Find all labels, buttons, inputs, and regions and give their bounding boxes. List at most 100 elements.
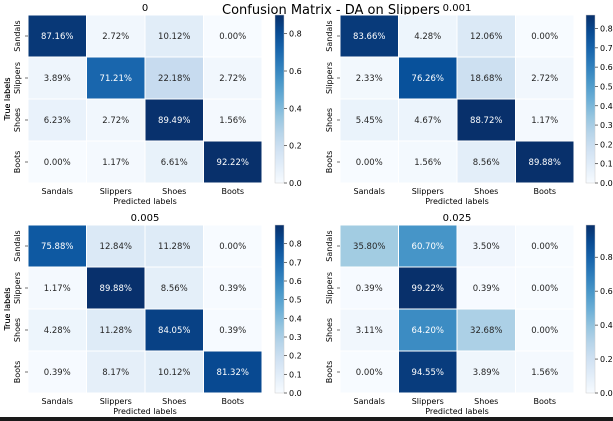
heatmap-cell [144,350,204,394]
cell-label: 0.00% [356,368,383,378]
y-tick-label: Sandals [13,230,22,261]
heatmap-cell [144,266,204,310]
y-tick-label: Sandals [13,20,22,51]
heatmap-cell [339,98,399,142]
cell-label: 2.72% [102,32,129,42]
cell-label: 4.28% [44,326,71,336]
y-tick-label: Boots [13,151,22,174]
cell-label: 0.39% [44,368,71,378]
x-tick-label: Slippers [412,397,444,406]
y-axis-label: True labels [3,77,12,121]
cell-label: 81.32% [217,368,249,378]
heatmap-cell [203,56,263,100]
colorbar-tick-label: 0.0 [289,389,302,398]
cell-label: 1.17% [102,158,129,168]
heatmap-cell [86,56,146,100]
heatmap-cell [339,140,399,184]
cell-label: 76.26% [412,74,444,84]
colorbar-tick-label: 0.6 [600,63,613,72]
cell-label: 89.88% [529,158,561,168]
heatmap-panel-0: 0 87.16% 2.72% 10.12% 0.00% 3.89% 71.21% 22.18%… [3,3,302,206]
y-tick-label: Boots [325,151,334,174]
cell-label: 18.68% [470,74,502,84]
colorbar-tick-label: 0.1 [289,370,302,379]
heatmap-cell [27,98,87,142]
y-axis-label: True labels [3,287,12,331]
heatmap-cell [203,14,263,58]
cell-label: 99.22% [412,284,444,294]
cell-label: 11.28% [100,326,132,336]
colorbar-tick-label: 0.2 [289,352,302,361]
panel-title: 0.001 [443,3,472,14]
colorbar-tick-label: 0.8 [600,253,613,262]
colorbar-tick-label: 0.7 [600,44,613,53]
cell-label: 0.39% [219,284,246,294]
cell-label: 6.23% [44,116,71,126]
heatmap-cell [144,224,204,268]
heatmap-cell [203,98,263,142]
x-tick-label: Sandals [354,397,385,406]
cell-label: 22.18% [158,74,190,84]
x-tick-label: Boots [221,187,244,196]
panel-title: 0 [142,3,148,14]
y-tick-label: Sandals [325,20,334,51]
heatmap-cell [144,308,204,352]
x-tick-label: Shoes [474,397,498,406]
cell-label: 32.68% [470,326,502,336]
heatmap-cell [456,350,516,394]
x-axis-label: Predicted labels [113,407,177,416]
cell-label: 0.00% [219,32,246,42]
y-tick-label: Slippers [13,272,22,304]
heatmap-cell [27,56,87,100]
cell-label: 64.20% [412,326,444,336]
y-tick-label: Shoes [13,318,22,342]
colorbar-tick-label: 0.0 [289,179,302,188]
y-tick-label: Boots [325,361,334,384]
heatmap-cell [398,98,458,142]
cell-label: 0.00% [531,284,558,294]
heatmap-cell [144,98,204,142]
heatmap-cell [27,224,87,268]
cell-label: 12.84% [100,242,132,252]
colorbar [274,14,285,184]
cell-label: 11.28% [158,242,190,252]
cell-label: 2.72% [219,74,246,84]
heatmap-cell [86,350,146,394]
panel-title: 0.005 [131,213,160,224]
colorbar-tick-label: 0.8 [289,240,302,249]
cell-label: 8.56% [473,158,500,168]
cell-label: 89.88% [100,284,132,294]
x-tick-label: Slippers [100,397,132,406]
heatmap-cell [456,56,516,100]
cell-label: 75.88% [41,242,73,252]
x-tick-label: Boots [221,397,244,406]
cell-label: 1.56% [414,158,441,168]
cell-label: 0.00% [356,158,383,168]
x-axis-label: Predicted labels [425,407,489,416]
cell-label: 35.80% [353,242,385,252]
cell-label: 2.72% [531,74,558,84]
y-tick-label: Sandals [325,230,334,261]
y-tick-label: Shoes [325,318,334,342]
heatmap-cell [144,56,204,100]
x-tick-label: Sandals [42,187,73,196]
colorbar-tick-label: 0.4 [600,102,613,111]
heatmap-cell [398,224,458,268]
heatmap-cell [515,140,575,184]
cell-label: 0.39% [356,284,383,294]
colorbar [585,14,596,184]
cell-label: 0.00% [531,326,558,336]
heatmap-panel-0.005: 0.005 75.88% 12.84% 11.28% 0.00% 1.17% 89.88% 8… [3,213,302,416]
colorbar-tick-label: 0.1 [600,160,613,169]
cell-label: 10.12% [158,32,190,42]
colorbar-tick-label: 0.6 [600,287,613,296]
colorbar-tick-label: 0.0 [600,179,613,188]
cell-label: 0.00% [219,242,246,252]
heatmap-panel-0.025: 0.025 35.80% 60.70% 3.50% 0.00% 0.39% 99.22% 0.… [3,213,613,416]
colorbar-tick-label: 0.3 [289,333,302,342]
heatmap-cell [27,350,87,394]
heatmap-cell [339,308,399,352]
heatmap-cell [515,56,575,100]
y-tick-label: Slippers [325,62,334,94]
cell-label: 6.61% [161,158,188,168]
